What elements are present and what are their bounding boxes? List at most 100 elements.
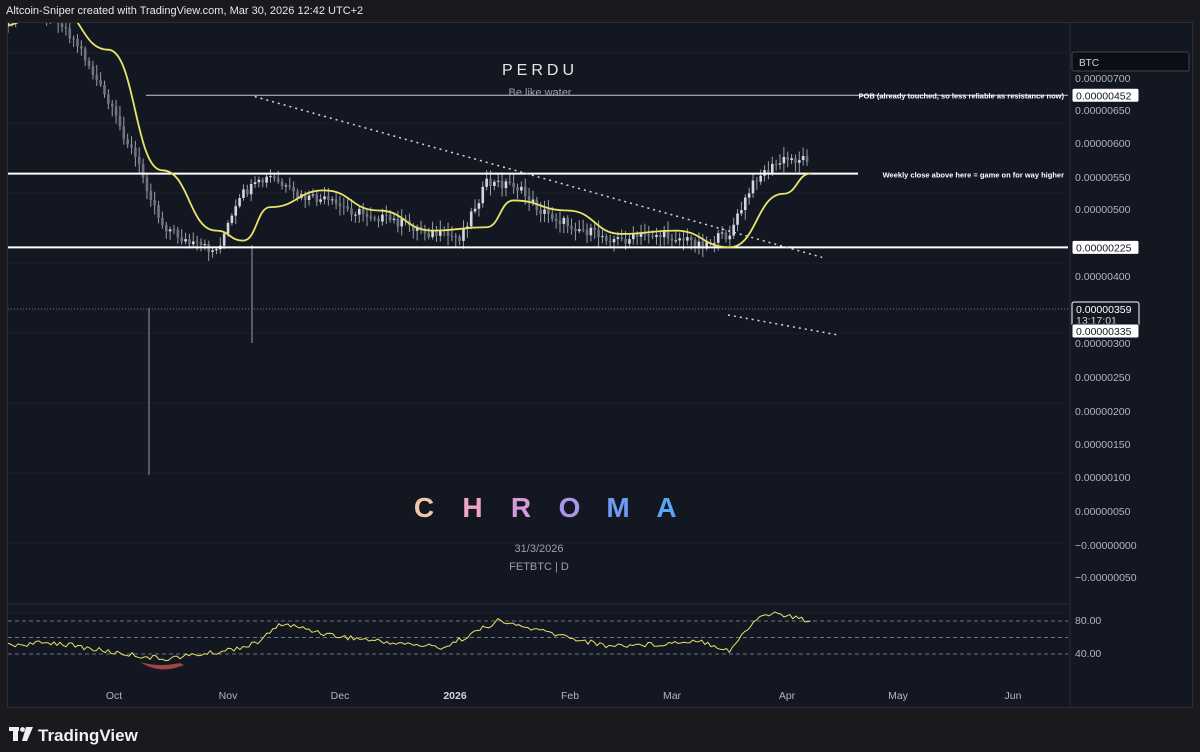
candle xyxy=(508,181,512,184)
price-tick-label: 0.00000100 xyxy=(1075,472,1131,484)
candle xyxy=(589,227,593,236)
candle xyxy=(570,226,573,229)
candle xyxy=(651,236,654,238)
trendline xyxy=(254,95,823,259)
tradingview-wordmark[interactable]: TradingView xyxy=(38,726,138,745)
candle xyxy=(276,178,280,182)
candle xyxy=(215,249,218,251)
candle xyxy=(369,216,373,219)
time-tick-label: Apr xyxy=(779,690,796,702)
candle xyxy=(357,208,361,215)
candle xyxy=(346,206,349,209)
candle xyxy=(500,180,504,189)
price-tick-label: 0.00000550 xyxy=(1075,172,1131,184)
candle xyxy=(639,232,643,237)
candle xyxy=(689,237,693,241)
price-tick-label: 0.00000200 xyxy=(1075,406,1131,418)
candle xyxy=(543,209,546,214)
candle xyxy=(489,178,492,187)
price-tick-label: 0.00000150 xyxy=(1075,439,1131,451)
candle xyxy=(164,225,168,232)
candle xyxy=(751,180,755,194)
candle xyxy=(512,183,515,188)
candle xyxy=(605,236,608,241)
candle xyxy=(755,180,759,182)
chroma-letter: H xyxy=(462,492,482,523)
candle xyxy=(234,206,238,216)
candle xyxy=(384,214,388,216)
candle xyxy=(504,181,508,189)
price-tick-label: 0.00000050 xyxy=(1075,506,1131,518)
candle xyxy=(396,218,400,227)
candle xyxy=(805,156,809,162)
candle xyxy=(547,209,550,214)
candle xyxy=(249,183,253,195)
price-chart[interactable]: POB (already touched, so less reliable a… xyxy=(0,0,1192,707)
candle xyxy=(740,210,743,214)
candle xyxy=(296,191,299,199)
oversold-fill xyxy=(140,662,184,670)
candle xyxy=(662,231,666,238)
candle xyxy=(713,242,716,244)
tradingview-logo-icon[interactable] xyxy=(9,727,33,741)
currency-label: BTC xyxy=(1079,58,1099,69)
candle xyxy=(191,241,195,245)
candle xyxy=(724,232,728,240)
candle xyxy=(273,176,276,179)
candle xyxy=(608,240,612,243)
oscillator-tick-label: 80.00 xyxy=(1075,615,1101,627)
time-tick-label: Mar xyxy=(663,690,682,702)
weekly-price-label: 0.00000335 xyxy=(1076,326,1132,338)
candle xyxy=(554,219,558,221)
time-tick-label: Oct xyxy=(106,690,122,702)
candle xyxy=(354,214,357,216)
candle xyxy=(195,241,199,243)
candle xyxy=(736,213,739,225)
candle xyxy=(238,197,241,207)
candle xyxy=(76,38,79,47)
candle xyxy=(103,84,106,95)
chroma-letter: M xyxy=(606,492,629,523)
price-tick-label: 0.00000400 xyxy=(1075,271,1131,283)
candle xyxy=(435,231,438,236)
candle xyxy=(635,233,639,237)
time-tick-label: Dec xyxy=(331,690,350,702)
candle xyxy=(222,233,226,246)
price-tick-label: 0.00000700 xyxy=(1075,73,1131,85)
pob-annotation: POB (already touched, so less reliable a… xyxy=(859,91,1065,100)
candle xyxy=(743,197,747,211)
short-trendline xyxy=(727,314,839,336)
candle xyxy=(655,234,658,237)
attribution-text: Altcoin-Sniper created with TradingView.… xyxy=(6,5,364,17)
candle xyxy=(114,106,118,116)
candle xyxy=(137,156,141,165)
support-price-label: 0.00000225 xyxy=(1076,242,1132,254)
candle xyxy=(334,199,338,204)
chroma-letter: R xyxy=(511,492,531,523)
candle xyxy=(716,233,720,243)
candle xyxy=(161,217,164,226)
candle xyxy=(145,177,149,192)
candle xyxy=(342,206,346,208)
candle xyxy=(188,239,191,245)
candle xyxy=(377,218,380,222)
candle xyxy=(446,230,450,236)
candle xyxy=(110,103,114,107)
candle xyxy=(477,203,481,209)
candle xyxy=(682,238,685,241)
candle xyxy=(786,156,790,161)
candle xyxy=(257,179,261,183)
candle xyxy=(732,224,735,236)
chart-panel[interactable]: POB (already touched, so less reliable a… xyxy=(0,0,1193,708)
candle xyxy=(199,242,203,245)
candle xyxy=(794,158,797,163)
candle xyxy=(141,164,145,178)
candle xyxy=(246,189,249,195)
chroma-letter: C xyxy=(414,492,434,523)
candle xyxy=(705,242,708,249)
watermark-title: PERDU xyxy=(502,62,578,79)
oscillator-line xyxy=(0,611,811,661)
candle xyxy=(450,235,454,237)
candle xyxy=(211,250,214,252)
candle xyxy=(728,235,732,240)
